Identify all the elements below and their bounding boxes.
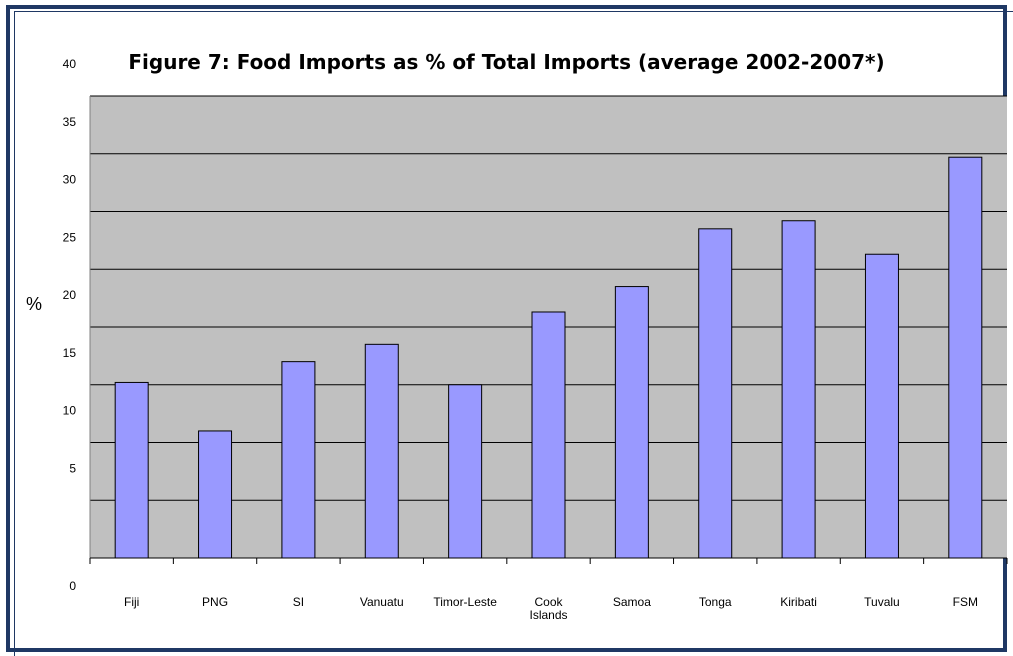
x-tick-labels: Fiji PNG SI Vanuatu Timor-Leste Cook Islands Sa… [124, 595, 978, 622]
bars [114, 156, 983, 559]
x-tick-label: Timor-Leste [433, 595, 497, 609]
y-tick-label: 15 [63, 346, 77, 360]
x-tick-label: Fiji [124, 595, 139, 609]
y-tick-label: 10 [63, 404, 77, 418]
x-tick-label: Tonga [699, 595, 732, 609]
y-tick-labels: 0 5 10 15 20 25 30 35 40 [63, 57, 77, 593]
x-tick-label: FSM [953, 595, 978, 609]
bar [864, 253, 899, 559]
bar [614, 286, 649, 559]
x-tick-label: Vanuatu [360, 595, 404, 609]
y-axis-label: % [26, 294, 43, 314]
y-tick-label: 35 [63, 115, 77, 129]
axes [89, 96, 1008, 564]
y-tick-label: 40 [63, 57, 77, 71]
bar [448, 384, 483, 559]
y-tick-label: 5 [69, 461, 76, 475]
x-tick-label: Tuvalu [864, 595, 900, 609]
bar [364, 343, 399, 559]
y-tick-label: 25 [63, 230, 77, 244]
x-tick-label: Cook Islands [529, 595, 567, 622]
x-tick-label: PNG [202, 595, 228, 609]
chart-title: Figure 7: Food Imports as % of Total Imp… [128, 50, 885, 74]
bar [531, 311, 566, 559]
y-tick-label: 20 [63, 288, 77, 302]
frame-inner-left-rule [14, 11, 15, 656]
x-tick-label: Samoa [613, 595, 651, 609]
y-tick-label: 0 [69, 579, 76, 593]
bar [948, 156, 983, 559]
bar [281, 361, 316, 559]
x-tick-label: Kiribati [780, 595, 817, 609]
bar [698, 228, 733, 559]
x-tick-label: SI [293, 595, 304, 609]
bar [198, 430, 233, 559]
y-tick-label: 30 [63, 173, 77, 187]
bar [114, 381, 149, 559]
frame-inner-top-rule [14, 11, 1013, 12]
bar [781, 220, 816, 559]
